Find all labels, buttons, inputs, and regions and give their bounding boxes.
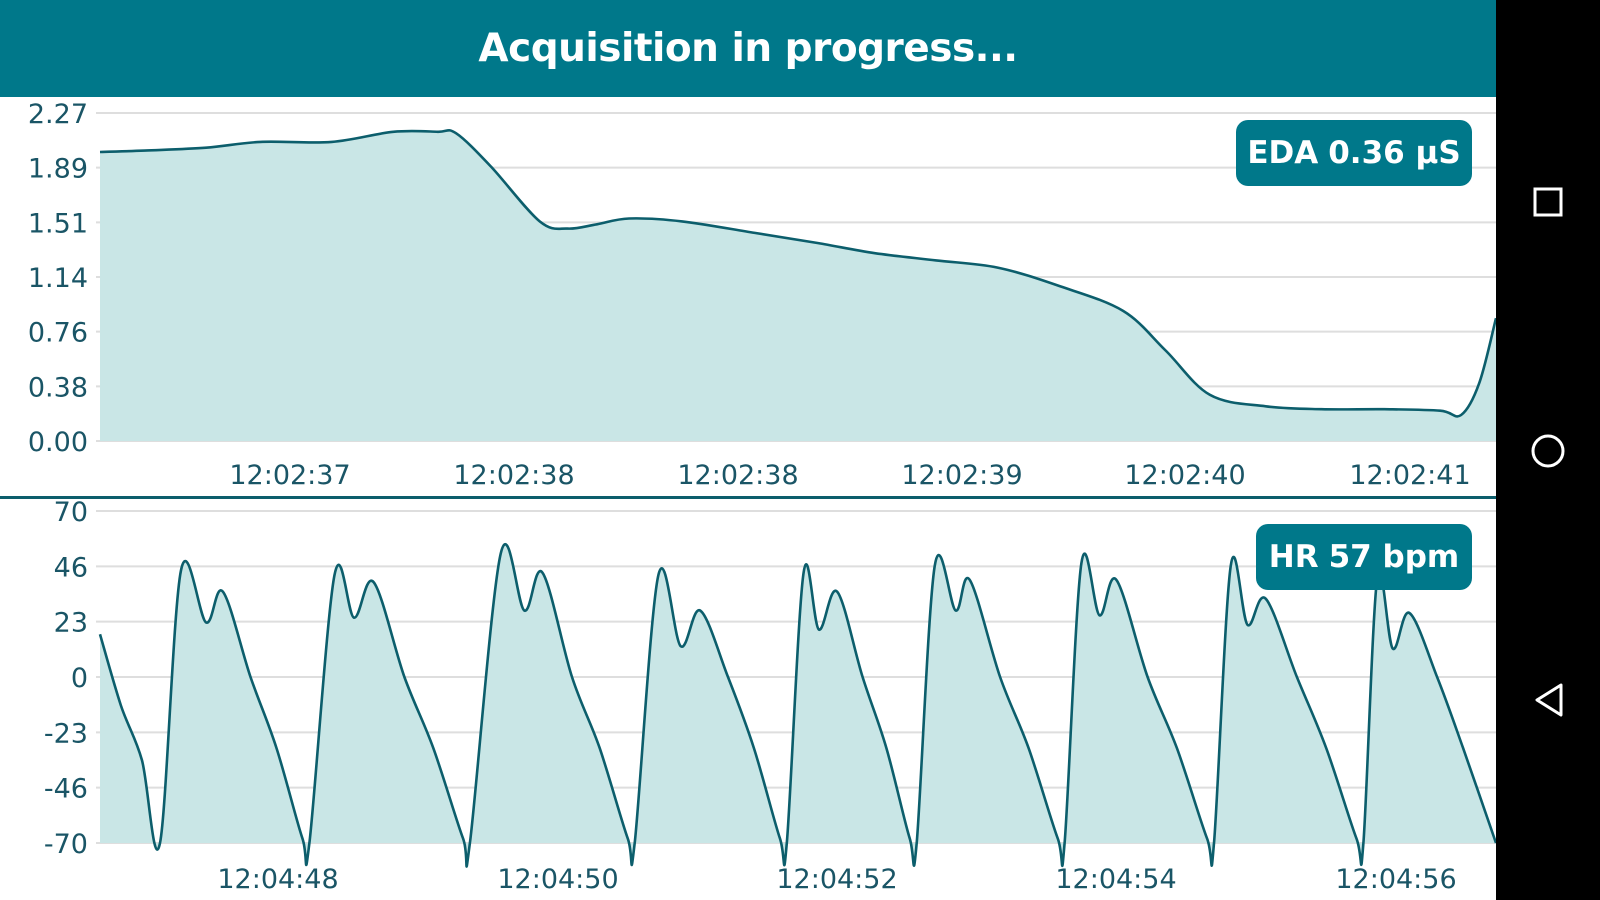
eda-x-tick-label: 12:02:39 xyxy=(901,460,1022,491)
eda-y-tick-label: 2.27 xyxy=(28,99,88,130)
hr-value-badge: HR 57 bpm xyxy=(1256,524,1472,590)
eda-badge-label: EDA xyxy=(1247,135,1319,171)
eda-x-tick-label: 12:02:38 xyxy=(677,460,798,491)
navigation-bar xyxy=(1496,0,1600,900)
hr-y-tick-label: -46 xyxy=(44,774,88,805)
hr-series-line xyxy=(98,542,1498,868)
hr-y-tick-label: 70 xyxy=(54,497,88,528)
hr-x-tick-label: 12:04:52 xyxy=(776,864,897,895)
eda-series-line xyxy=(99,128,1498,418)
eda-x-tick-label: 12:02:41 xyxy=(1349,460,1470,491)
eda-x-tick-label: 12:02:40 xyxy=(1124,460,1245,491)
eda-x-tick-label: 12:02:38 xyxy=(453,460,574,491)
hr-y-tick-label: 46 xyxy=(54,552,88,583)
hr-y-tick-label: 0 xyxy=(71,663,88,694)
eda-y-tick-label: 0.76 xyxy=(28,318,88,349)
recents-button[interactable] xyxy=(1518,172,1578,232)
chart-divider xyxy=(0,496,1496,499)
back-triangle-icon xyxy=(1535,683,1563,717)
eda-y-tick-label: 1.89 xyxy=(28,154,88,185)
hr-badge-value: 57 bpm xyxy=(1328,539,1460,575)
hr-y-tick-label: 23 xyxy=(54,608,88,639)
hr-y-tick-label: -70 xyxy=(44,829,88,860)
hr-x-tick-label: 12:04:48 xyxy=(217,864,338,895)
eda-badge-value: 0.36 μS xyxy=(1328,135,1461,171)
eda-chart: 0.00 0.38 0.76 1.14 1.51 1.89 2.27 12:02:37 12:0… xyxy=(28,99,1498,491)
eda-y-tick-label: 0.00 xyxy=(28,427,88,458)
eda-value-badge: EDA 0.36 μS xyxy=(1236,120,1472,186)
eda-y-tick-label: 1.14 xyxy=(28,263,88,294)
hr-badge-label: HR xyxy=(1268,539,1319,575)
home-button[interactable] xyxy=(1518,421,1578,481)
recents-square-icon xyxy=(1533,187,1563,217)
app-bar: Acquisition in progress... xyxy=(0,0,1496,97)
hr-y-tick-label: -23 xyxy=(44,718,88,749)
home-circle-icon xyxy=(1531,434,1565,468)
page-title: Acquisition in progress... xyxy=(478,26,1018,71)
hr-area-fill xyxy=(100,544,1496,867)
eda-y-tick-label: 1.51 xyxy=(28,208,88,239)
hr-x-tick-label: 12:04:56 xyxy=(1335,864,1456,895)
eda-x-tick-label: 12:02:37 xyxy=(229,460,350,491)
eda-y-tick-label: 0.38 xyxy=(28,372,88,403)
back-button[interactable] xyxy=(1518,670,1578,730)
hr-x-tick-label: 12:04:54 xyxy=(1055,864,1176,895)
hr-x-tick-label: 12:04:50 xyxy=(497,864,618,895)
eda-area-fill xyxy=(100,130,1496,441)
